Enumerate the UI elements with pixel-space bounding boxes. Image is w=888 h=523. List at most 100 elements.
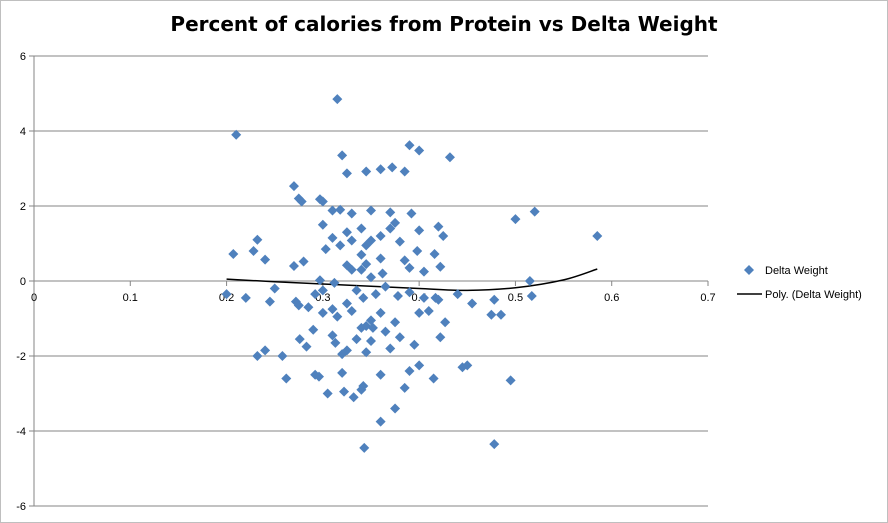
data-point [361, 259, 372, 270]
data-point [356, 249, 367, 260]
data-point [322, 388, 333, 399]
data-point [361, 347, 372, 358]
data-point [418, 292, 429, 303]
y-tick-label: -6 [16, 501, 26, 513]
data-point [366, 336, 376, 346]
data-point [489, 439, 500, 450]
data-point [346, 235, 357, 246]
data-point [317, 285, 328, 296]
data-point [260, 254, 271, 265]
y-tick-label: 2 [20, 201, 26, 213]
data-point [399, 255, 410, 266]
data-point [380, 326, 391, 337]
data-point [385, 207, 396, 218]
data-point [228, 249, 239, 259]
data-point [414, 145, 425, 156]
data-points [221, 94, 603, 453]
data-point [248, 246, 259, 256]
data-point [367, 322, 378, 333]
trendline [226, 268, 598, 292]
data-point [359, 442, 370, 453]
data-point [356, 264, 367, 275]
data-point [435, 332, 446, 343]
legend: Delta Weight Poly. (Delta Weight) [737, 265, 862, 301]
data-point [303, 302, 314, 313]
data-point [301, 341, 312, 352]
data-point [433, 221, 444, 232]
data-point [404, 366, 415, 376]
data-point [221, 289, 232, 300]
x-tick-label: 0.1 [123, 292, 138, 304]
axes [29, 55, 709, 507]
legend-label-delta-weight: Delta Weight [765, 265, 828, 277]
data-point [390, 403, 401, 414]
data-point [392, 291, 403, 301]
data-point [385, 223, 396, 234]
data-point [375, 307, 386, 318]
data-point [366, 272, 376, 283]
data-point [317, 307, 328, 318]
data-point [314, 371, 325, 382]
legend-label-trendline: Poly. (Delta Weight) [765, 289, 862, 301]
y-tick-label: 6 [20, 51, 26, 63]
data-point [356, 223, 367, 234]
data-point [296, 196, 307, 207]
y-tick-label: -4 [16, 426, 26, 438]
y-tick-label: 0 [20, 276, 26, 288]
data-point [414, 360, 425, 371]
data-point [358, 292, 369, 303]
data-point [346, 264, 357, 275]
x-tick-label: 0.7 [700, 292, 715, 304]
data-point [452, 289, 463, 300]
data-point [438, 231, 449, 241]
data-point [252, 351, 263, 361]
data-point [335, 204, 346, 215]
data-point [330, 337, 341, 348]
data-point [351, 334, 362, 345]
data-point [346, 306, 357, 316]
data-point [486, 309, 497, 320]
data-point [366, 205, 376, 216]
data-point [414, 307, 425, 318]
data-point [404, 140, 415, 151]
data-point [375, 369, 386, 380]
data-point [433, 294, 444, 305]
data-point [377, 268, 388, 279]
data-point [341, 168, 352, 179]
data-point [341, 298, 352, 309]
data-point [327, 330, 338, 341]
data-point [495, 309, 506, 320]
data-point [337, 367, 348, 378]
data-point [231, 129, 242, 140]
data-point [414, 225, 425, 236]
data-point [314, 275, 325, 286]
data-point [281, 373, 292, 384]
data-point [462, 360, 473, 371]
data-point [366, 315, 376, 326]
data-point [317, 219, 328, 230]
data-point [320, 244, 331, 255]
data-point [489, 294, 500, 305]
trendline-group [226, 268, 598, 292]
data-point [327, 304, 338, 315]
data-point [294, 334, 305, 345]
data-point [592, 231, 603, 241]
data-point [288, 181, 299, 192]
data-point [351, 285, 362, 296]
data-point [370, 289, 381, 300]
data-point [356, 384, 367, 395]
data-point [335, 240, 346, 251]
data-point [277, 351, 288, 361]
data-point [361, 166, 372, 177]
data-point [375, 416, 386, 427]
data-point [375, 253, 386, 264]
data-point [310, 289, 321, 300]
data-point [308, 324, 319, 335]
data-point [375, 164, 386, 175]
data-point [505, 375, 516, 386]
x-tick-label: 0.6 [604, 292, 619, 304]
data-point [418, 266, 429, 277]
